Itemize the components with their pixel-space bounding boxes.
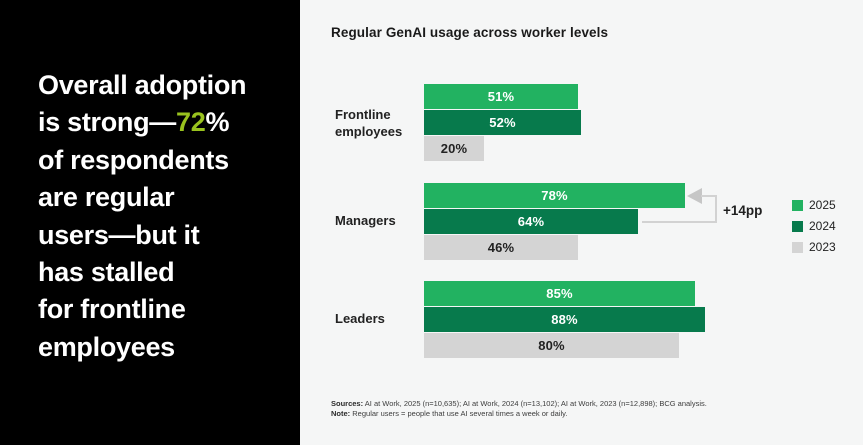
bar-2024-managers: 64%: [424, 209, 638, 234]
bar-value-label: 51%: [487, 89, 515, 104]
arrow-line-vertical: [715, 195, 717, 223]
legend-item-2024: 2024: [792, 219, 836, 233]
legend-swatch-2023: [792, 241, 803, 253]
category-label-leaders: Leaders: [335, 311, 385, 326]
bar-value-label: 64%: [517, 214, 545, 229]
note-line: Note: Regular users = people that use AI…: [331, 409, 568, 418]
sources-label: Sources:: [331, 399, 364, 408]
bar-value-label: 88%: [551, 312, 578, 327]
note-label: Note:: [331, 409, 351, 418]
headline-line: for frontline: [38, 294, 186, 325]
legend-item-2025: 2025: [792, 198, 836, 212]
bar-2025-frontline-employees: 51%: [424, 84, 578, 109]
bar-value-label: 52%: [489, 115, 516, 130]
headline-line: users—but it: [38, 219, 200, 250]
bar-value-label: 20%: [440, 141, 468, 156]
headline-line: employees: [38, 331, 175, 362]
bar-value-label: 80%: [538, 338, 565, 353]
headline-line: Overall adoption: [38, 70, 247, 100]
category-label-frontline-employees: Frontline employees: [335, 107, 403, 139]
footnotes: Sources: AI at Work, 2025 (n=10,635); AI…: [331, 399, 841, 419]
headline-line: of respondents: [38, 144, 229, 175]
arrow-line-bottom: [642, 221, 717, 223]
chart-panel: Regular GenAI usage across worker levels…: [300, 0, 863, 445]
bar-value-label: 78%: [541, 188, 568, 203]
legend-label: 2024: [809, 219, 836, 233]
accent-stat: 72: [176, 107, 206, 138]
headline-line: has stalled: [38, 257, 175, 288]
annotation-label: +14pp: [723, 203, 763, 218]
bar-2023-managers: 46%: [424, 235, 578, 260]
bar-2025-managers: 78%: [424, 183, 685, 208]
bar-value-label: 85%: [546, 286, 573, 301]
sources-line: Sources: AI at Work, 2025 (n=10,635); AI…: [331, 399, 707, 408]
headline: Overall adoption is strong—72% of respon…: [38, 67, 288, 366]
legend-swatch-2024: [792, 220, 803, 232]
legend-swatch-2025: [792, 199, 803, 211]
arrow-line-top: [701, 195, 717, 197]
headline-line: are regular: [38, 182, 175, 213]
bar-2023-frontline-employees: 20%: [424, 136, 484, 161]
bar-2024-frontline-employees: 52%: [424, 110, 581, 135]
bar-value-label: 46%: [487, 240, 515, 255]
left-text-panel: Overall adoption is strong—72% of respon…: [0, 0, 300, 445]
legend-label: 2025: [809, 198, 836, 212]
category-label-managers: Managers: [335, 213, 396, 228]
bar-2024-leaders: 88%: [424, 307, 705, 332]
bar-2025-leaders: 85%: [424, 281, 695, 306]
legend-item-2023: 2023: [792, 240, 836, 254]
chart-title: Regular GenAI usage across worker levels: [331, 25, 609, 40]
bar-2023-leaders: 80%: [424, 333, 679, 358]
arrowhead-left-icon: [687, 188, 702, 204]
headline-line: is strong—72%: [38, 107, 230, 138]
legend-label: 2023: [809, 240, 836, 254]
